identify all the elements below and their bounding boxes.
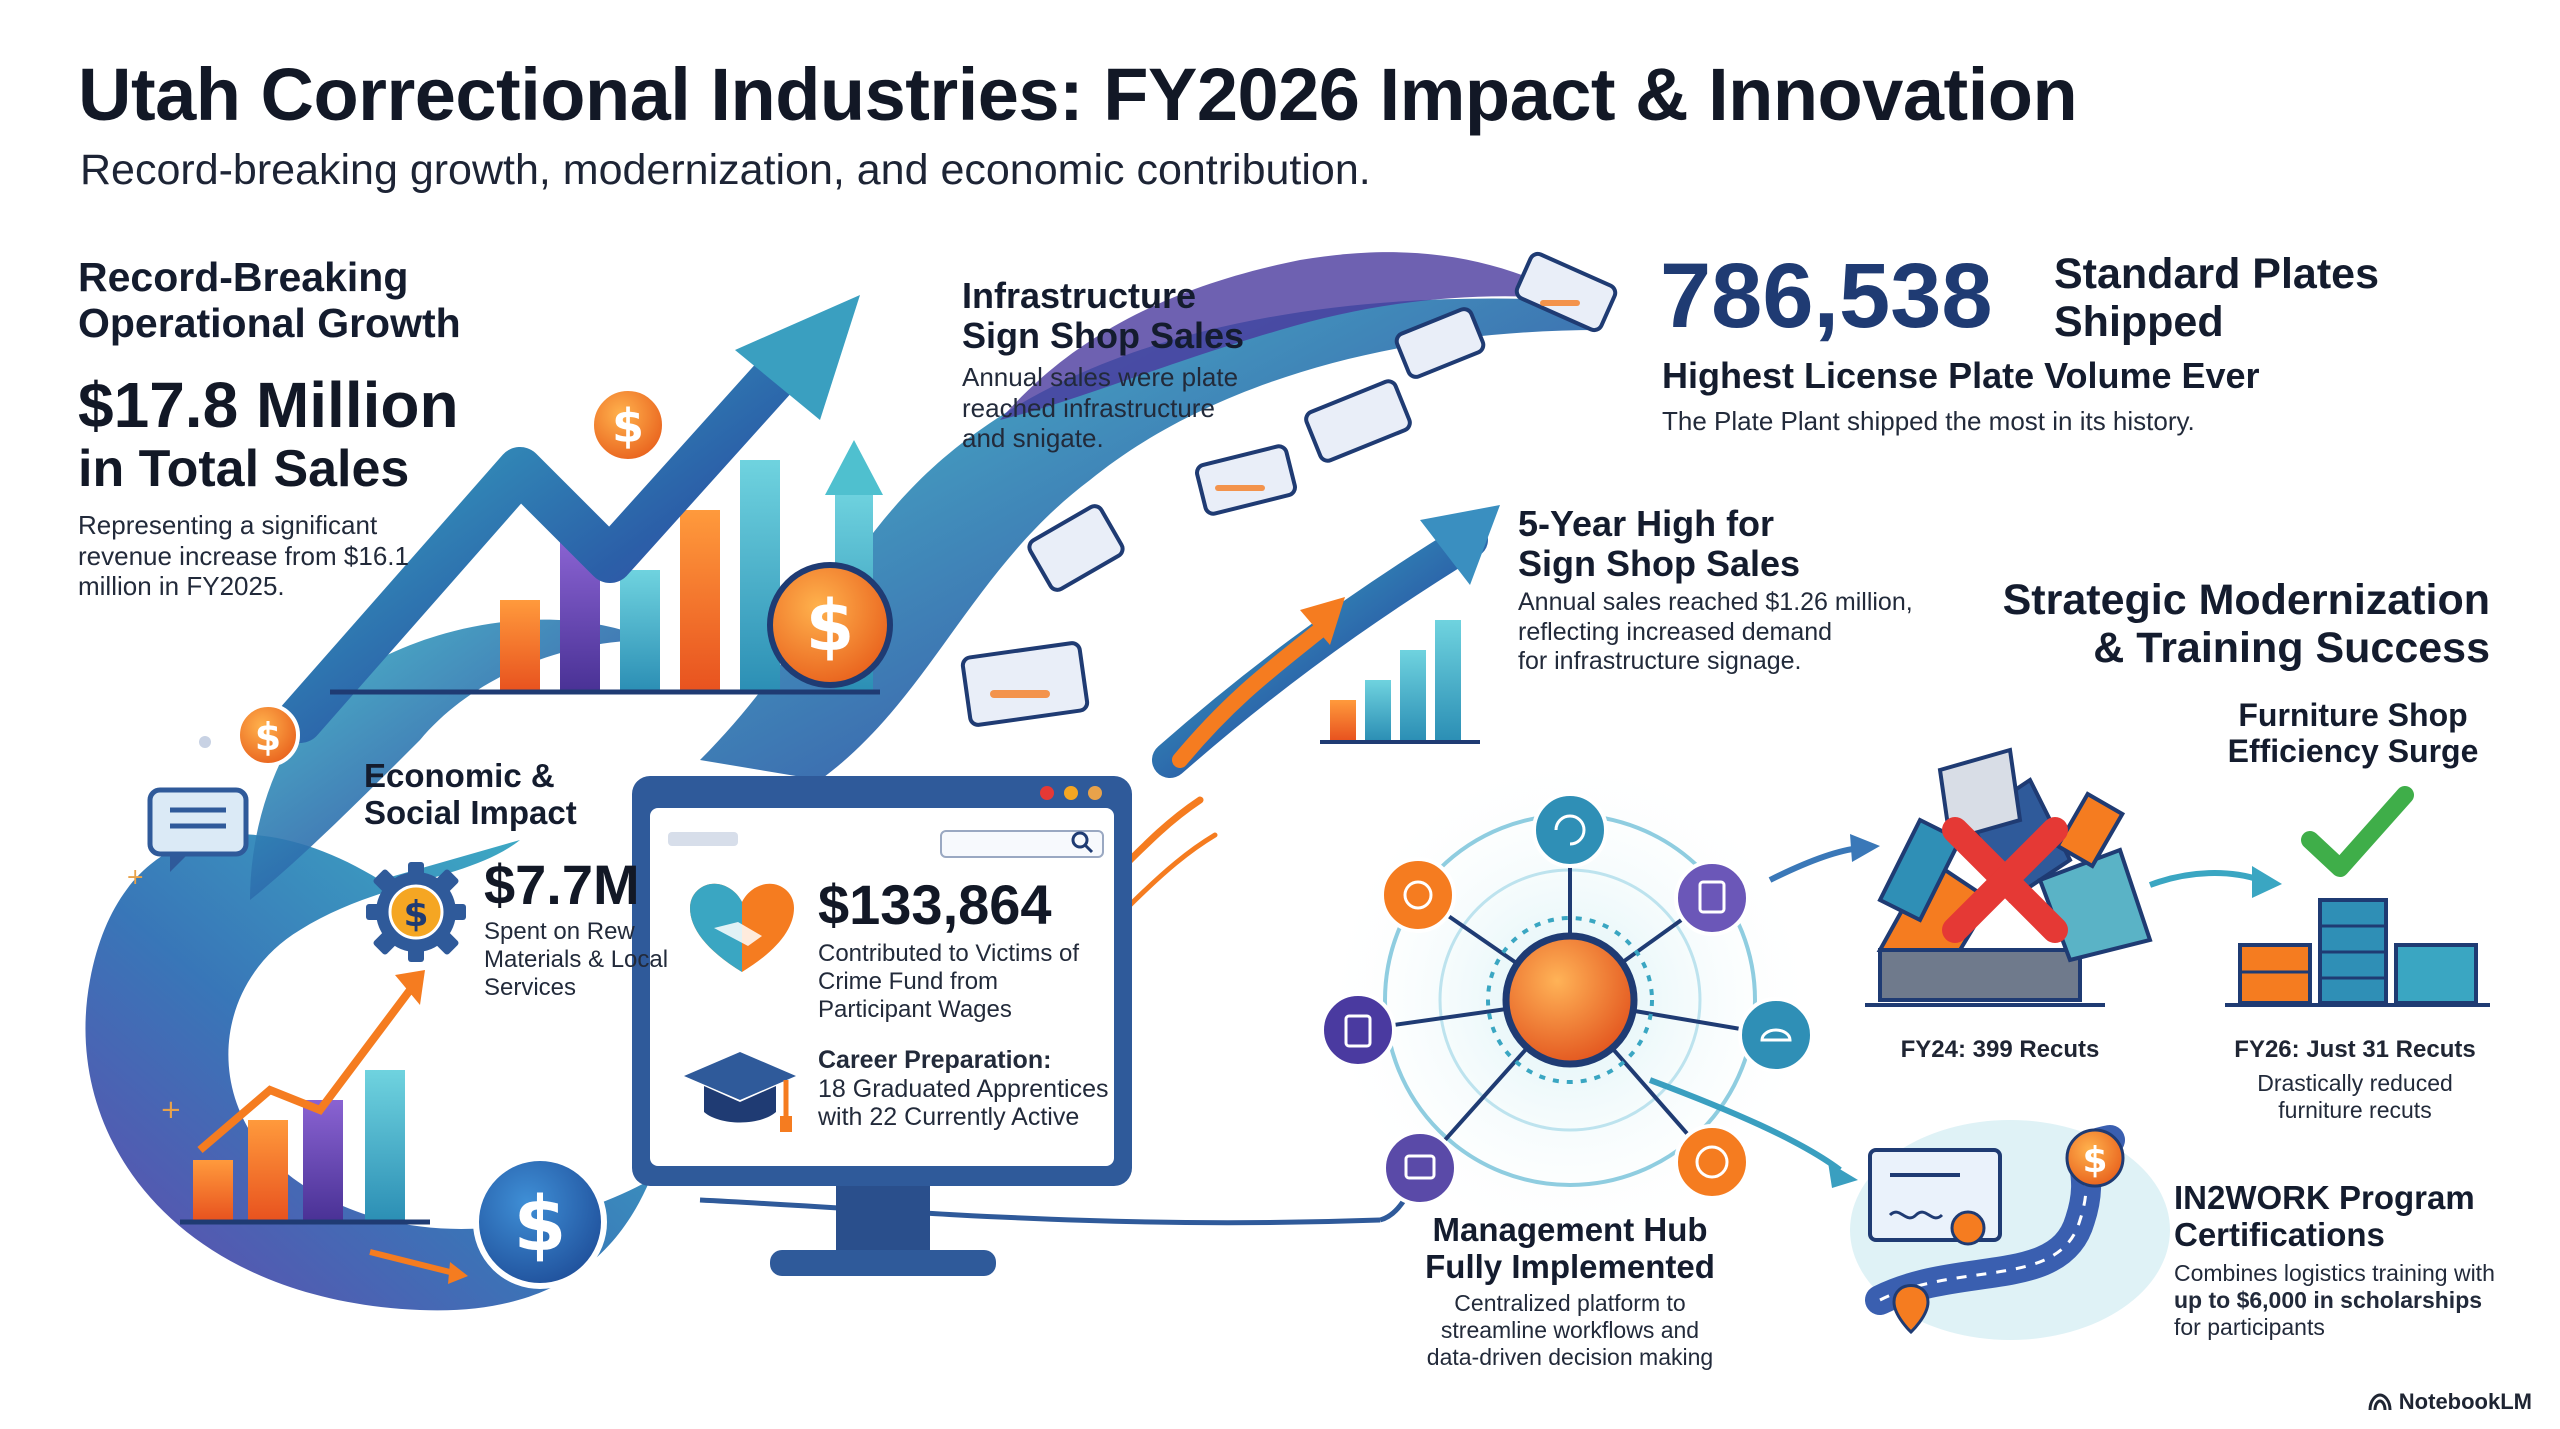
career-title: Career Preparation: <box>818 1046 1052 1074</box>
victims-fund-amount: $133,864 <box>818 873 1052 936</box>
growth-desc-line3: million in FY2025. <box>78 571 285 602</box>
notebooklm-logo-icon <box>2368 1393 2392 1411</box>
svg-text:$: $ <box>612 399 644 453</box>
plates-label-line2: Shipped <box>2054 298 2224 347</box>
svg-text:+: + <box>126 865 144 890</box>
furniture-after-desc-line2: furniture recuts <box>2278 1097 2432 1124</box>
materials-desc-line2: Materials & Local <box>484 945 669 973</box>
materials-description: Spent on Rew Materials & Local Services <box>484 918 668 1001</box>
plates-label-line1: Standard Plates <box>2054 250 2379 298</box>
hub-desc-line1: Centralized platform to <box>1454 1290 1686 1316</box>
career-desc-line2: with 22 Currently Active <box>818 1103 1080 1131</box>
furniture-after-label: FY26: Just 31 Recuts <box>2234 1036 2476 1063</box>
graduation-cap-icon <box>684 1052 796 1132</box>
infrastructure-heading-line1: Infrastructure <box>962 275 1197 316</box>
furniture-heading: Furniture Shop Efficiency Surge <box>2180 697 2526 770</box>
sign-shop-heading-line2: Sign Shop Sales <box>1518 543 1801 585</box>
sign-shop-heading-line1: 5-Year High for <box>1518 503 1775 544</box>
furniture-before-label: FY24: 399 Recuts <box>1900 1036 2100 1063</box>
total-sales-amount: $17.8 Million <box>78 369 459 441</box>
victims-fund-description: Contributed to Victims of Crime Fund fro… <box>818 940 1079 1023</box>
handshake-heart-icon <box>690 883 794 972</box>
modernization-heading-line2: & Training Success <box>2093 624 2490 673</box>
economic-heading: Economic & Social Impact <box>364 757 577 832</box>
plates-label: Standard Plates Shipped <box>2054 250 2379 346</box>
in2work-heading: IN2WORK Program Certifications <box>2174 1179 2475 1254</box>
svg-text:$: $ <box>514 1179 567 1268</box>
career-preparation: Career Preparation: 18 Graduated Apprent… <box>818 1046 1108 1132</box>
hub-heading-line1: Management Hub <box>1432 1211 1708 1248</box>
monitor-base <box>770 1250 996 1276</box>
victims-desc-line1: Contributed to Victims of <box>818 940 1080 967</box>
furniture-after-description: Drastically reduced furniture recuts <box>2220 1070 2490 1124</box>
svg-text:$: $ <box>255 715 281 759</box>
infrastructure-heading: Infrastructure Sign Shop Sales <box>962 275 1245 357</box>
search-icon <box>1071 831 1094 854</box>
window-dot-orange <box>1088 786 1102 800</box>
in2work-desc-line1: Combines logistics training with <box>2174 1260 2495 1286</box>
plates-headline: Highest License Plate Volume Ever <box>1662 355 2260 396</box>
brand-watermark: NotebookLM <box>2367 1389 2532 1415</box>
in2work-description: Combines logistics training with up to $… <box>2174 1260 2495 1341</box>
growth-description: Representing a significant revenue incre… <box>78 510 409 602</box>
furniture-heading-line1: Furniture Shop <box>2238 697 2468 733</box>
svg-text:+: + <box>160 1095 182 1125</box>
svg-text:$: $ <box>403 894 428 935</box>
window-dot-yellow <box>1064 786 1078 800</box>
sign-shop-desc-line1: Annual sales reached $1.26 million, <box>1518 588 1913 616</box>
monitor-stand <box>836 1186 930 1256</box>
furniture-heading-line2: Efficiency Surge <box>2227 732 2479 769</box>
sign-shop-desc-line3: for infrastructure signage. <box>1518 647 1802 675</box>
infrastructure-description: Annual sales were plate reached infrastr… <box>962 362 1238 454</box>
sign-shop-heading: 5-Year High for Sign Shop Sales <box>1518 503 1801 585</box>
plates-count: 786,538 <box>1660 245 1993 347</box>
brand-label: NotebookLM <box>2398 1389 2532 1414</box>
growth-heading-line2: Operational Growth <box>78 299 461 346</box>
svg-text:$: $ <box>2082 1140 2107 1181</box>
screen-placeholder-bar <box>668 832 738 846</box>
page-subtitle: Record-breaking growth, modernization, a… <box>80 146 1371 194</box>
in2work-heading-line1: IN2WORK Program <box>2174 1179 2475 1216</box>
victims-desc-line3: Participant Wages <box>818 995 1012 1023</box>
infrastructure-heading-line2: Sign Shop Sales <box>962 315 1245 357</box>
growth-desc-line2: revenue increase from $16.1 <box>78 540 409 571</box>
infrastructure-desc-line2: reached infrastructure <box>962 392 1215 423</box>
furniture-after-desc-line1: Drastically reduced <box>2257 1070 2453 1096</box>
svg-text:$: $ <box>806 585 855 667</box>
materials-desc-line3: Services <box>484 973 577 1001</box>
sign-shop-desc-line2: reflecting increased demand <box>1518 617 1833 646</box>
materials-desc-line1: Spent on Rew <box>484 918 635 945</box>
plates-description: The Plate Plant shipped the most in its … <box>1662 406 2195 436</box>
total-sales-label: in Total Sales <box>78 440 410 498</box>
infrastructure-desc-line3: and snigate. <box>962 423 1104 454</box>
in2work-heading-line2: Certifications <box>2174 1215 2385 1253</box>
page-title: Utah Correctional Industries: FY2026 Imp… <box>78 53 2078 136</box>
modernization-heading-line1: Strategic Modernization <box>2002 576 2490 624</box>
modernization-heading: Strategic Modernization & Training Succe… <box>1960 576 2490 672</box>
hub-desc-line2: streamline workflows and <box>1440 1317 1700 1344</box>
growth-heading: Record-Breaking Operational Growth <box>78 254 461 347</box>
hub-description: Centralized platform to streamline workf… <box>1400 1290 1740 1371</box>
victims-desc-line2: Crime Fund from <box>818 967 999 995</box>
career-desc-line1: 18 Graduated Apprentices <box>818 1074 1109 1103</box>
gear-coin-icon: $ <box>366 862 466 962</box>
hub-desc-line3: data-driven decision making <box>1426 1344 1714 1371</box>
growth-desc-line1: Representing a significant <box>78 510 378 540</box>
hub-heading-line2: Fully Implemented <box>1425 1247 1715 1285</box>
hub-heading: Management Hub Fully Implemented <box>1400 1211 1740 1286</box>
economic-heading-line2: Social Impact <box>364 793 577 831</box>
window-dot-red <box>1040 786 1054 800</box>
in2work-desc-line3: for participants <box>2174 1314 2325 1341</box>
growth-heading-line1: Record-Breaking <box>78 254 409 300</box>
in2work-desc-line2: up to $6,000 in scholarships <box>2174 1287 2483 1314</box>
materials-amount: $7.7M <box>484 853 640 916</box>
sign-shop-description: Annual sales reached $1.26 million, refl… <box>1518 588 1913 677</box>
infrastructure-desc-line1: Annual sales were plate <box>962 362 1239 392</box>
economic-heading-line1: Economic & <box>364 757 555 794</box>
